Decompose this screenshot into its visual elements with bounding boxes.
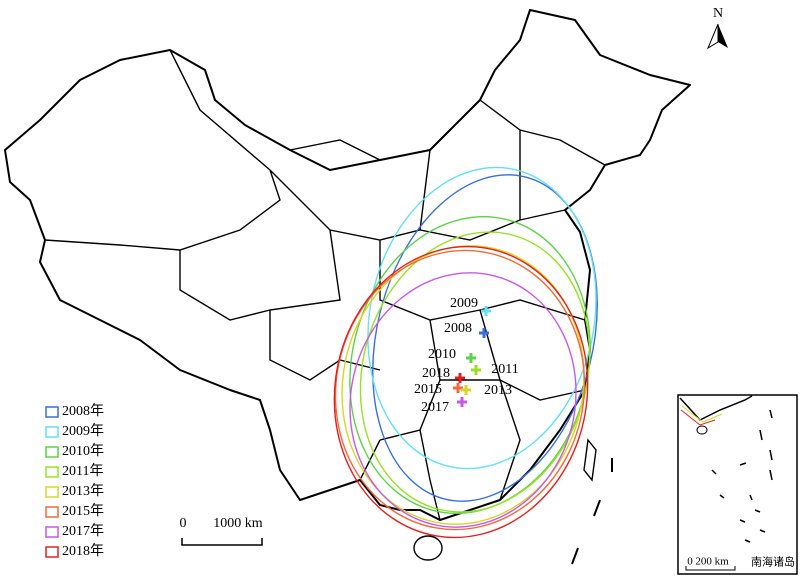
island bbox=[413, 535, 443, 561]
legend-swatch bbox=[45, 406, 59, 418]
sd-ellipse bbox=[349, 272, 577, 528]
scale-zero: 0 bbox=[180, 516, 187, 531]
centroid-marker bbox=[453, 383, 463, 393]
legend-label: 2011年 bbox=[62, 463, 103, 479]
legend-label: 2013年 bbox=[62, 483, 104, 499]
legend-label: 2017年 bbox=[62, 523, 104, 539]
island bbox=[583, 438, 597, 482]
north-label: N bbox=[713, 6, 723, 21]
legend-label: 2010年 bbox=[62, 443, 104, 459]
country-outline bbox=[4, 9, 691, 565]
centroid-label: 2017 bbox=[421, 400, 449, 415]
legend-swatch bbox=[45, 546, 59, 558]
centroid-label: 2009 bbox=[450, 296, 478, 311]
centroid-label: 2018 bbox=[422, 366, 450, 381]
inset-scale-length: 200 km bbox=[695, 556, 729, 568]
centroid-label: 2013 bbox=[484, 383, 512, 398]
legend-swatch bbox=[45, 506, 59, 518]
legend-swatch bbox=[45, 466, 59, 478]
legend-label: 2018年 bbox=[62, 543, 104, 559]
inset-scale-zero: 0 bbox=[687, 556, 693, 568]
legend-label: 2015年 bbox=[62, 503, 104, 519]
centroid-marker bbox=[466, 353, 476, 363]
sd-ellipse bbox=[359, 231, 591, 513]
centroid-label: 2011 bbox=[491, 362, 518, 377]
sd-ellipse bbox=[333, 245, 589, 539]
legend-label: 2008年 bbox=[62, 403, 104, 419]
inset: 0 200 km 南海诸岛 bbox=[677, 394, 798, 575]
centroid-marker bbox=[455, 373, 465, 383]
legend: 2008年 2009年 2010年 2011年 2013年 2015年 2017年 2018年 bbox=[45, 403, 104, 559]
legend-swatch bbox=[45, 446, 59, 458]
centroid-marker bbox=[461, 385, 471, 395]
scale-length: 1000 km bbox=[213, 516, 263, 531]
scale-bar: 0 1000 km bbox=[180, 516, 263, 546]
centroid-label: 2010 bbox=[428, 347, 456, 362]
legend-swatch bbox=[45, 426, 59, 438]
centroid-marker bbox=[457, 397, 467, 407]
centroid-marker bbox=[479, 328, 489, 338]
centroid-marker bbox=[481, 306, 491, 316]
ellipses bbox=[333, 166, 598, 539]
legend-swatch bbox=[45, 526, 59, 538]
legend-label: 2009年 bbox=[62, 423, 104, 439]
legend-swatch bbox=[45, 486, 59, 498]
north-arrow: N bbox=[706, 6, 728, 50]
sd-ellipse bbox=[341, 245, 585, 525]
centroid-label: 2015 bbox=[414, 382, 442, 397]
centroid-marker bbox=[471, 365, 481, 375]
inset-title: 南海诸岛 bbox=[751, 555, 795, 569]
centroid-label: 2008 bbox=[444, 321, 472, 336]
